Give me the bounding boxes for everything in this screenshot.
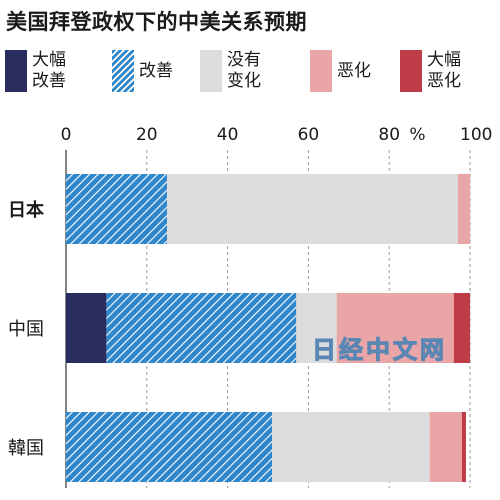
category-label: 中国 [8, 319, 44, 340]
legend-item: 没有 变化 [200, 50, 273, 92]
tick-label: 80 [378, 125, 400, 145]
bar-segment [106, 293, 297, 363]
legend-swatch [5, 50, 27, 92]
bar-segment [66, 174, 167, 244]
legend-swatch [200, 50, 222, 92]
category-label: 日本 [8, 199, 44, 221]
bar-segment [66, 412, 273, 482]
legend-swatch [400, 50, 422, 92]
bar-segment [429, 412, 462, 482]
legend-item: 恶化 [310, 50, 383, 92]
bar-segment [296, 293, 337, 363]
bar-segment [272, 412, 430, 482]
legend-label: 大幅 改善 [32, 50, 66, 91]
bar-segment [461, 412, 466, 482]
bar-segment [453, 293, 470, 363]
category-label: 韓国 [8, 438, 44, 459]
tick-label: 100 [460, 125, 492, 145]
tick-label: 0 [61, 125, 72, 145]
bar-segment [457, 174, 470, 244]
legend-label: 改善 [139, 60, 173, 81]
legend-item: 大幅 改善 [5, 50, 78, 92]
legend-label: 大幅 恶化 [427, 50, 461, 91]
unit-label: % [409, 125, 425, 145]
chart-title: 美国拜登政权下的中美关系预期 [6, 10, 307, 34]
legend-item: 大幅 恶化 [400, 50, 473, 92]
bar-segment [336, 293, 454, 363]
tick-label: 20 [136, 125, 158, 145]
tick-label: 40 [217, 125, 239, 145]
bar-segment [167, 174, 458, 244]
tick-label: 60 [298, 125, 320, 145]
legend-swatch [112, 50, 134, 92]
legend-label: 没有 变化 [227, 50, 261, 91]
legend-label: 恶化 [337, 60, 371, 81]
bar-segment [66, 293, 107, 363]
legend-item: 改善 [112, 50, 185, 92]
watermark: 日经中文网 [312, 336, 447, 364]
legend-swatch [310, 50, 332, 92]
